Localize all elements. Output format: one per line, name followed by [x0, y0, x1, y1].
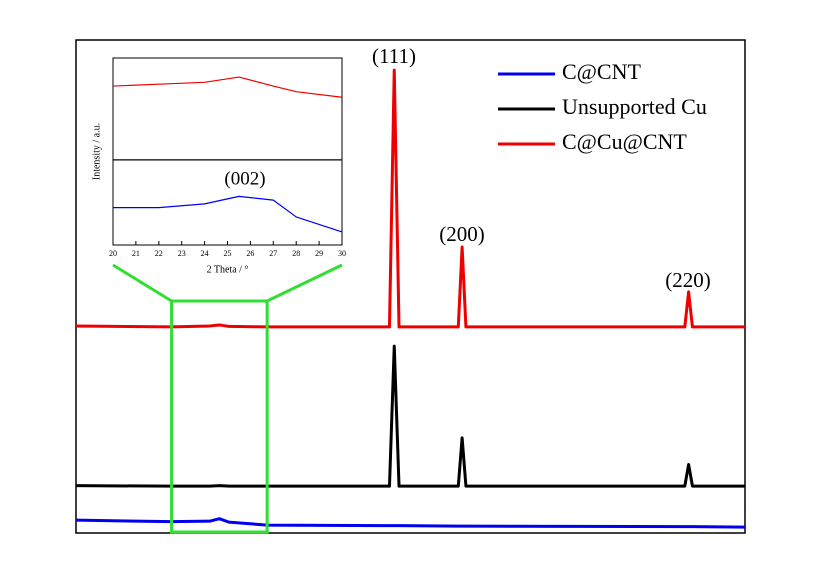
x-tick-label: 28	[292, 249, 300, 258]
series-line	[75, 344, 745, 488]
x-tick-label: 22	[155, 249, 163, 258]
x-tick-label: 27	[269, 249, 277, 258]
zoom-connector	[266, 263, 343, 303]
x-tick-label: 26	[246, 249, 254, 258]
x-tick-label: 30	[338, 249, 346, 258]
legend-label: Unsupported Cu	[562, 94, 707, 119]
zoom-box	[170, 299, 269, 534]
x-tick-label: 24	[201, 249, 209, 258]
peak-annotation: (002)	[224, 168, 265, 189]
legend-label: C@Cu@CNT	[562, 129, 687, 154]
legend-label: C@CNT	[562, 59, 641, 84]
x-tick-label: 29	[315, 249, 323, 258]
x-tick-label: 20	[109, 249, 117, 258]
series-line	[75, 68, 745, 329]
peak-annotation: (200)	[439, 222, 485, 246]
series-line	[75, 517, 746, 529]
x-axis-label: 2 Theta / °	[207, 264, 249, 275]
peak-annotation: (111)	[372, 44, 416, 68]
x-tick-label: 25	[224, 249, 232, 258]
x-tick-label: 23	[178, 249, 186, 258]
y-axis-label: Intensity / a.u.	[91, 123, 102, 180]
x-tick-label: 21	[132, 249, 140, 258]
zoom-connector	[112, 263, 173, 303]
plot-frame	[75, 39, 746, 534]
inset-background	[113, 58, 342, 245]
series-line	[113, 195, 343, 233]
series-line	[112, 76, 343, 98]
peak-annotation: (220)	[665, 268, 711, 292]
